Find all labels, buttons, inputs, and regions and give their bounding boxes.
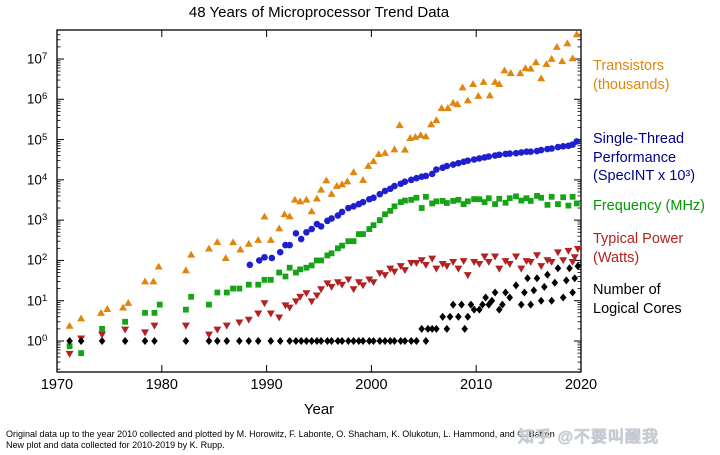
attribution-line-2: New plot and data collected for 2010-201… bbox=[6, 440, 225, 450]
x-axis-label: Year bbox=[303, 401, 335, 418]
y-tick-label: 102 bbox=[26, 252, 48, 268]
chart-title: 48 Years of Microprocessor Trend Data bbox=[188, 4, 450, 21]
x-tick-label: 1990 bbox=[250, 377, 283, 393]
legend-single-thread-performance: Single-Thread Performance (SpecINT x 10³… bbox=[593, 130, 719, 186]
y-tick-label: 100 bbox=[26, 333, 48, 349]
x-tick-label: 1980 bbox=[145, 377, 178, 393]
y-tick-label: 106 bbox=[26, 91, 48, 107]
series-square-points bbox=[66, 192, 580, 357]
legend-cores-line: Number of bbox=[593, 282, 661, 298]
x-tick-label: 2020 bbox=[564, 377, 598, 393]
attribution-line-1: Original data up to the year 2010 collec… bbox=[6, 429, 555, 439]
y-tick-label: 107 bbox=[26, 51, 48, 67]
x-tick-label: 2010 bbox=[460, 377, 493, 393]
x-tick-label: 1970 bbox=[40, 377, 74, 393]
y-tick-label: 101 bbox=[26, 292, 48, 309]
legend-power-line: (Watts) bbox=[593, 249, 640, 266]
legend-cores-line: Logical Cores bbox=[593, 300, 682, 317]
series-triangle-up-points bbox=[65, 30, 581, 329]
legend-single-thread-line: (SpecINT x 10³) bbox=[593, 168, 696, 184]
series-circle-points bbox=[246, 138, 581, 269]
zhihu-watermark: 知乎 @不要叫醒我 bbox=[518, 429, 660, 446]
legend-single-thread-line: Performance bbox=[593, 149, 677, 166]
legend-frequency-line: Frequency (MHz) bbox=[593, 198, 705, 214]
y-tick-label: 103 bbox=[26, 212, 48, 228]
y-tick-label: 104 bbox=[26, 171, 48, 188]
legend-frequency: Frequency (MHz) bbox=[593, 197, 719, 216]
legend-transistors-line: Transistors bbox=[593, 58, 665, 74]
legend-single-thread-line: Single-Thread bbox=[593, 131, 685, 147]
legend-transistors-line: (thousands) bbox=[593, 76, 670, 93]
legend-typical-power: Typical Power (Watts) bbox=[593, 230, 719, 267]
legend-power-line: Typical Power bbox=[593, 231, 684, 247]
series-triangle-down-points bbox=[65, 246, 582, 358]
legend-logical-cores: Number of Logical Cores bbox=[593, 281, 719, 318]
attribution-footer: Original data up to the year 2010 collec… bbox=[6, 429, 566, 451]
series-diamond-points bbox=[66, 262, 582, 345]
y-tick-label: 105 bbox=[26, 131, 48, 148]
legend-transistors: Transistors (thousands) bbox=[593, 57, 719, 94]
x-tick-label: 2000 bbox=[355, 377, 388, 393]
